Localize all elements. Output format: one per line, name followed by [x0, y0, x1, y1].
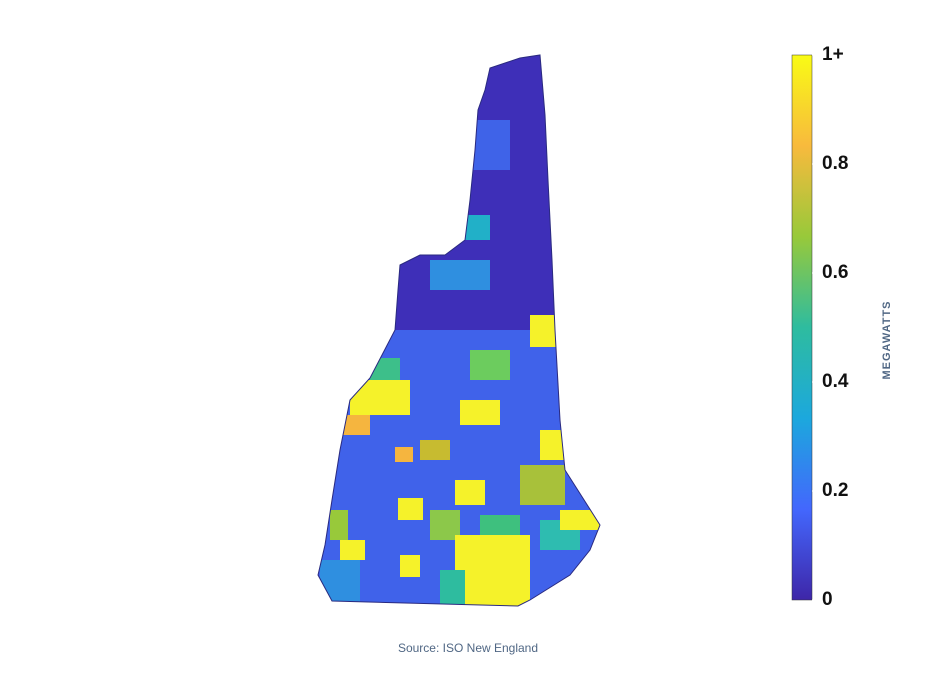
region: [455, 535, 530, 606]
region: [430, 260, 490, 290]
region: [470, 120, 510, 170]
colorbar-title: MEGAWATTS: [881, 300, 893, 379]
colorbar-ticks: 0 0.2 0.4 0.6 0.8 1+: [812, 44, 849, 610]
colorbar: [791, 54, 813, 601]
region: [370, 358, 400, 383]
source-note: Source: ISO New England: [398, 641, 538, 655]
region: [440, 570, 465, 605]
region: [400, 555, 420, 577]
region: [398, 498, 423, 520]
region: [540, 430, 565, 460]
region: [470, 350, 510, 380]
region: [340, 540, 365, 560]
region: [560, 510, 600, 530]
region: [520, 465, 565, 505]
tick-label: 0.4: [822, 371, 849, 392]
tick-label: 0.6: [822, 262, 848, 283]
state-outline: [317, 54, 601, 607]
tick-label: 0.2: [822, 480, 848, 501]
region: [460, 400, 500, 425]
region: [350, 380, 410, 415]
region: [330, 510, 348, 540]
region: [320, 560, 360, 605]
state-map: [318, 55, 600, 606]
region: [530, 315, 558, 347]
tick-label: 0.8: [822, 153, 848, 174]
region: [395, 447, 413, 462]
tick-label: 1+: [822, 44, 844, 65]
region: [455, 480, 485, 505]
region: [455, 215, 490, 240]
region: [420, 440, 450, 460]
tick-label: 0: [822, 589, 833, 610]
region: [340, 415, 370, 435]
